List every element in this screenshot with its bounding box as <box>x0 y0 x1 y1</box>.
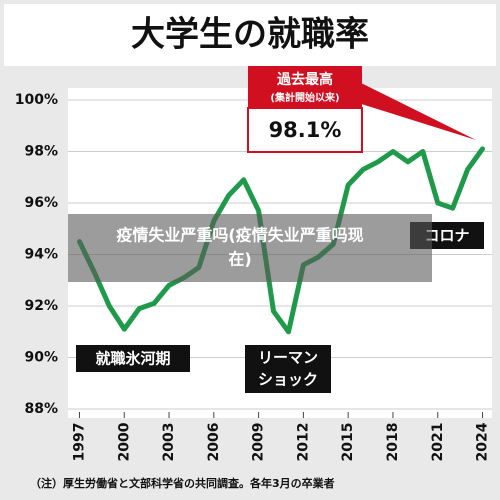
pointer <box>355 80 476 140</box>
watermark-banner <box>68 214 432 282</box>
ice-age-label: 就職氷河期 <box>95 350 170 368</box>
x-tick-label: 2012 <box>295 423 311 462</box>
y-tick-label: 98% <box>24 144 58 160</box>
x-tick-label: 2009 <box>251 423 267 462</box>
record-box <box>247 107 363 153</box>
x-tick-label: 1997 <box>71 423 87 462</box>
y-tick-label: 94% <box>24 247 58 263</box>
label-box <box>245 345 331 393</box>
corona-label: コロナ <box>424 227 469 245</box>
x-tick-label: 2003 <box>161 423 177 462</box>
y-tick-label: 100% <box>15 92 58 108</box>
line <box>77 146 485 335</box>
x-tick-label: 2024 <box>475 422 491 461</box>
record-title: 過去最高 <box>276 71 333 88</box>
watermark: 在) <box>228 250 251 269</box>
y-tick-label: 90% <box>24 350 58 366</box>
lehman-label: リーマン <box>258 349 318 367</box>
lehman-label: ショック <box>258 371 318 389</box>
chart-title: 大学生の就職率 <box>131 15 369 55</box>
x-tick-label: 2021 <box>430 423 446 462</box>
x-tick-label: 2000 <box>116 422 132 461</box>
record-sub: (集計開始以来) <box>270 91 339 104</box>
x-tick-label: 2015 <box>340 423 356 462</box>
note: （注）厚生労働省と文部科学省の共同調査。各年3月の卒業者 <box>30 476 335 490</box>
watermark: 疫情失业严重吗(疫情失业严重吗现 <box>116 226 363 245</box>
x-tick-label: 2018 <box>385 423 401 462</box>
title-bg <box>4 4 496 66</box>
record-head <box>248 66 362 108</box>
label-box <box>76 345 190 372</box>
x-tick-label: 2006 <box>206 423 222 462</box>
record-value: 98.1% <box>269 118 342 142</box>
y-tick-label: 88% <box>24 401 58 417</box>
y-tick-label: 96% <box>24 195 58 211</box>
y-tick-label: 92% <box>24 298 58 314</box>
